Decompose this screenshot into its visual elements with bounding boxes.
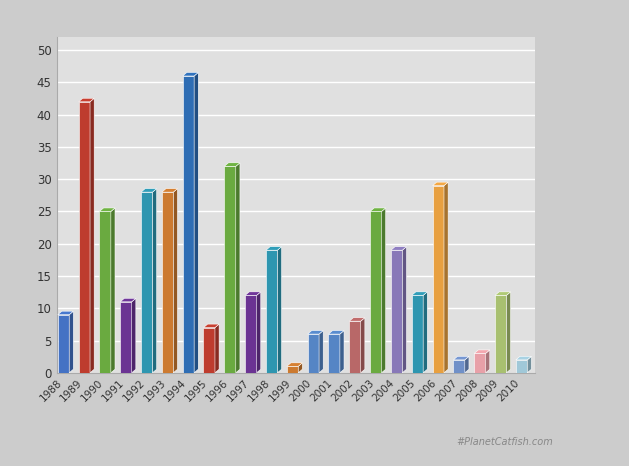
Polygon shape (120, 302, 131, 373)
Polygon shape (69, 311, 74, 373)
Polygon shape (58, 315, 69, 373)
Polygon shape (433, 185, 444, 373)
Polygon shape (370, 212, 382, 373)
Polygon shape (474, 350, 490, 353)
Polygon shape (516, 360, 527, 373)
Polygon shape (370, 208, 386, 212)
Polygon shape (174, 189, 177, 373)
Polygon shape (245, 292, 261, 295)
Polygon shape (111, 208, 115, 373)
Polygon shape (454, 360, 465, 373)
Polygon shape (516, 356, 532, 360)
Polygon shape (349, 318, 365, 321)
Polygon shape (308, 330, 323, 334)
Polygon shape (236, 163, 240, 373)
Polygon shape (162, 192, 174, 373)
Polygon shape (412, 292, 427, 295)
Polygon shape (162, 189, 177, 192)
Polygon shape (99, 208, 115, 212)
Polygon shape (328, 330, 344, 334)
Polygon shape (298, 363, 303, 373)
Polygon shape (225, 163, 240, 166)
Polygon shape (266, 247, 282, 250)
Polygon shape (90, 98, 94, 373)
Polygon shape (403, 247, 406, 373)
Polygon shape (454, 356, 469, 360)
Polygon shape (486, 350, 490, 373)
Polygon shape (495, 295, 506, 373)
Polygon shape (204, 324, 219, 328)
Polygon shape (120, 298, 136, 302)
Polygon shape (340, 330, 344, 373)
Polygon shape (412, 295, 423, 373)
Polygon shape (99, 212, 111, 373)
Polygon shape (141, 192, 152, 373)
Polygon shape (495, 292, 511, 295)
Polygon shape (506, 292, 511, 373)
Polygon shape (245, 295, 257, 373)
Polygon shape (194, 72, 198, 373)
Polygon shape (360, 318, 365, 373)
Polygon shape (141, 189, 157, 192)
Polygon shape (433, 182, 448, 185)
Polygon shape (182, 76, 194, 373)
Polygon shape (266, 250, 277, 373)
Polygon shape (423, 292, 427, 373)
Polygon shape (349, 321, 360, 373)
Polygon shape (328, 334, 340, 373)
Polygon shape (319, 330, 323, 373)
Polygon shape (391, 247, 406, 250)
Polygon shape (277, 247, 282, 373)
Polygon shape (182, 72, 198, 76)
Text: #PlanetCatfish.com: #PlanetCatfish.com (457, 438, 554, 447)
Polygon shape (287, 363, 303, 366)
Polygon shape (79, 102, 90, 373)
Polygon shape (474, 353, 486, 373)
Polygon shape (225, 166, 236, 373)
Polygon shape (465, 356, 469, 373)
Polygon shape (131, 298, 136, 373)
Polygon shape (257, 292, 261, 373)
Polygon shape (79, 98, 94, 102)
Polygon shape (215, 324, 219, 373)
Polygon shape (58, 311, 74, 315)
Polygon shape (287, 366, 298, 373)
Polygon shape (152, 189, 157, 373)
Polygon shape (382, 208, 386, 373)
Polygon shape (527, 356, 532, 373)
Polygon shape (391, 250, 403, 373)
Polygon shape (204, 328, 215, 373)
Polygon shape (444, 182, 448, 373)
Polygon shape (308, 334, 319, 373)
